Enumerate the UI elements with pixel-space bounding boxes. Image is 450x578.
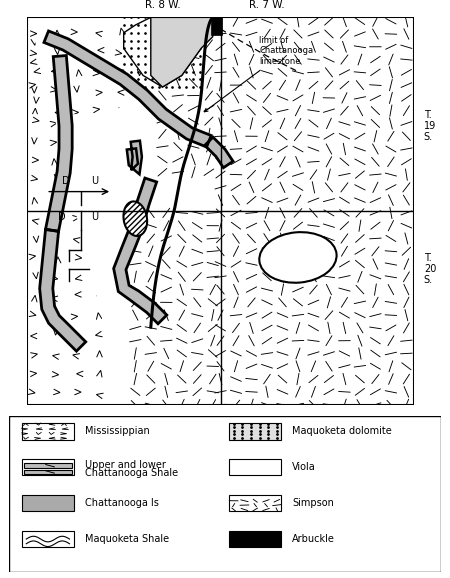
Polygon shape <box>220 17 414 405</box>
Text: T.
20
S.: T. 20 S. <box>424 253 436 285</box>
Polygon shape <box>151 17 213 87</box>
Bar <box>230 531 281 547</box>
Text: Maquoketa Shale: Maquoketa Shale <box>85 534 169 544</box>
Bar <box>230 423 281 439</box>
Text: R. 7 W.: R. 7 W. <box>249 1 285 10</box>
Polygon shape <box>211 17 222 35</box>
Polygon shape <box>114 178 167 324</box>
Ellipse shape <box>123 202 147 236</box>
Bar <box>230 459 281 476</box>
Polygon shape <box>124 17 201 87</box>
Text: U: U <box>91 212 98 222</box>
Text: T.
19
S.: T. 19 S. <box>424 110 436 142</box>
Polygon shape <box>205 137 233 168</box>
Polygon shape <box>27 17 201 134</box>
Text: Mississippian: Mississippian <box>85 427 149 436</box>
Polygon shape <box>45 55 72 232</box>
Bar <box>22 459 74 476</box>
Text: Upper and lower: Upper and lower <box>85 460 166 470</box>
Polygon shape <box>135 211 220 405</box>
Text: Maquoketa dolomite: Maquoketa dolomite <box>292 427 392 436</box>
Bar <box>24 464 72 468</box>
Text: Chattanooga Shale: Chattanooga Shale <box>85 468 178 478</box>
Text: Viola: Viola <box>292 462 316 472</box>
Text: R. 8 W.: R. 8 W. <box>144 1 180 10</box>
Bar <box>22 423 74 439</box>
Bar <box>22 531 74 547</box>
Text: D: D <box>58 212 66 222</box>
Bar <box>24 469 72 474</box>
Polygon shape <box>162 17 220 172</box>
Text: D: D <box>62 176 69 186</box>
Bar <box>22 495 74 512</box>
Polygon shape <box>40 229 86 351</box>
Text: U: U <box>91 176 98 186</box>
Polygon shape <box>27 56 104 405</box>
Text: limit of
Chattanooga
limestone: limit of Chattanooga limestone <box>204 36 313 112</box>
Text: Arbuckle: Arbuckle <box>292 534 335 544</box>
Text: Simpson: Simpson <box>292 498 334 508</box>
Polygon shape <box>127 140 142 175</box>
Polygon shape <box>44 31 211 147</box>
Bar <box>230 495 281 512</box>
Ellipse shape <box>259 232 337 283</box>
Text: Chattanooga ls: Chattanooga ls <box>85 498 158 508</box>
